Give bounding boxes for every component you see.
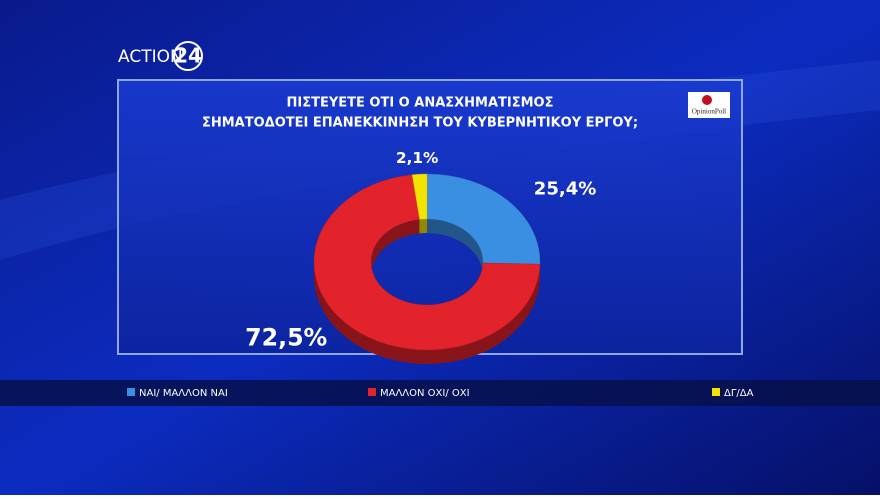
- source-logo-dot: [702, 95, 712, 105]
- brand-ring: [173, 41, 203, 71]
- legend-swatch: [712, 388, 720, 396]
- slice: [411, 173, 428, 220]
- legend-bar: [0, 380, 880, 406]
- brand-number: 24: [174, 44, 202, 68]
- legend-swatch: [368, 388, 376, 396]
- legend-label: ΝΑΙ/ ΜΑΛΛΟΝ ΝΑΙ: [139, 388, 228, 399]
- brand-name: ACTION: [118, 47, 183, 67]
- value-label: 25,4%: [534, 179, 597, 200]
- slice: [313, 174, 541, 351]
- legend-label: ΔΓ/ΔΑ: [724, 388, 754, 399]
- legend-label: ΜΑΛΛΟΝ ΟΧΙ/ ΟΧΙ: [380, 388, 470, 399]
- legend-swatch: [127, 388, 135, 396]
- chart-title-line: ΣΗΜΑΤΟΔΟΤΕΙ ΕΠΑΝΕΚΚΙΝΗΣΗ ΤΟΥ ΚΥΒΕΡΝΗΤΙΚΟ…: [202, 116, 638, 131]
- value-label: 2,1%: [396, 149, 438, 167]
- value-label: 72,5%: [245, 324, 327, 352]
- source-logo-text: OpinionPoll: [692, 108, 726, 116]
- slice: [426, 173, 541, 265]
- chart-title-line: ΠΙΣΤΕΥΕΤΕ ΟΤΙ Ο ΑΝΑΣΧΗΜΑΤΙΣΜΟΣ: [286, 96, 553, 111]
